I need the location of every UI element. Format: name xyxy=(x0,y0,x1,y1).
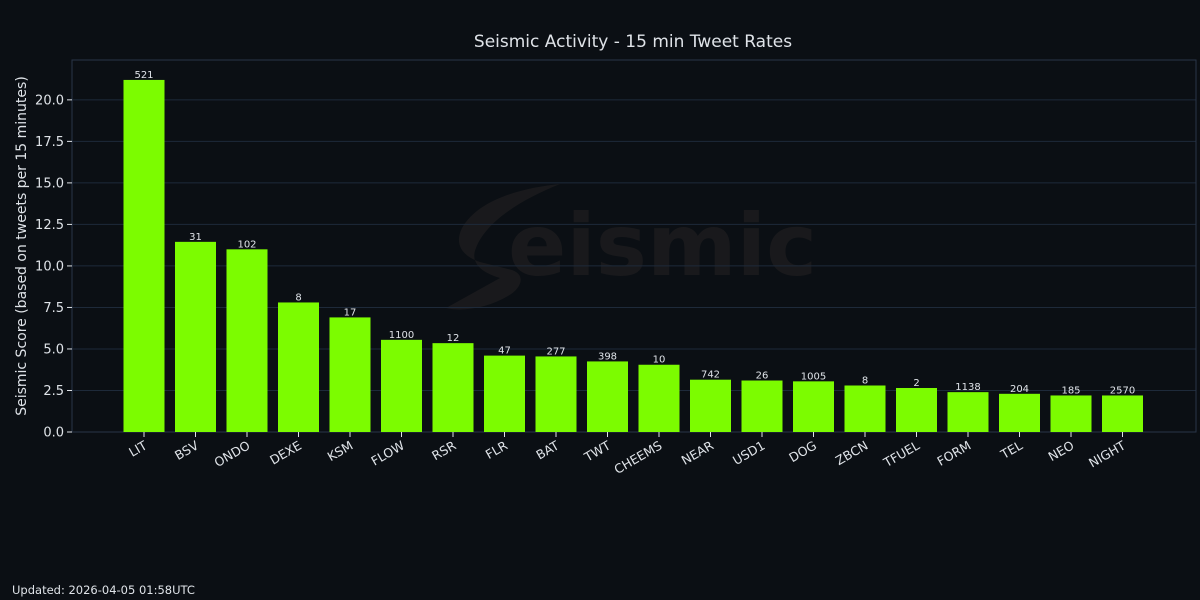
bar-form xyxy=(947,392,989,432)
bar-data-label: 1005 xyxy=(801,371,826,382)
bar-bsv xyxy=(175,241,216,432)
bar-data-label: 47 xyxy=(498,346,511,357)
watermark-text: eismic xyxy=(508,196,817,296)
x-tick-label: DOG xyxy=(786,438,819,466)
bar-lit xyxy=(123,79,165,432)
bar-data-label: 398 xyxy=(598,351,617,362)
x-tick-label: KSM xyxy=(325,438,356,464)
bar-data-label: 26 xyxy=(756,371,769,382)
seismic-watermark-logo: eismic xyxy=(446,184,817,310)
bar-dog xyxy=(793,381,834,432)
bars: 521 31 102 8 17 1100 12 47 277 398 10 742 26 1005 8 2 11… xyxy=(123,70,1143,432)
y-axis-label: Seismic Score (based on tweets per 15 mi… xyxy=(14,76,30,416)
x-tick-label: BAT xyxy=(533,437,561,462)
bar-data-label: 2570 xyxy=(1110,385,1135,396)
bar-flow xyxy=(381,339,422,432)
y-tick-label: 5.0 xyxy=(43,342,64,357)
bar-twt xyxy=(587,361,628,432)
updated-timestamp: Updated: 2026-04-05 01:58UTC xyxy=(12,583,195,597)
x-tick-label: LIT xyxy=(126,437,150,459)
bar-data-label: 10 xyxy=(653,355,666,366)
y-tick-label: 2.5 xyxy=(43,384,64,399)
bar-data-label: 1100 xyxy=(389,330,414,341)
y-tick-label: 12.5 xyxy=(35,218,64,233)
bar-data-label: 8 xyxy=(862,376,868,387)
bar-near xyxy=(690,379,731,432)
bar-ksm xyxy=(329,317,371,432)
bar-data-label: 185 xyxy=(1061,385,1080,396)
bar-tel xyxy=(999,393,1040,432)
bar-dexe xyxy=(278,302,319,432)
x-tick-label: USD1 xyxy=(730,438,768,468)
y-tick-label: 20.0 xyxy=(35,93,64,108)
bar-data-label: 277 xyxy=(546,346,565,357)
y-tick-label: 7.5 xyxy=(43,301,64,316)
bar-bat xyxy=(535,356,577,432)
bar-night xyxy=(1102,395,1143,432)
x-tick-label: ONDO xyxy=(212,438,253,470)
x-tick-label: TWT xyxy=(581,437,614,464)
bar-data-label: 521 xyxy=(134,70,153,81)
bar-neo xyxy=(1050,395,1092,432)
x-tick-label: TFUEL xyxy=(880,438,922,471)
bar-data-label: 2 xyxy=(913,378,919,389)
chart-title: Seismic Activity - 15 min Tweet Rates xyxy=(474,32,792,52)
bar-data-label: 17 xyxy=(344,307,357,318)
bar-data-label: 102 xyxy=(237,239,256,250)
bar-zbcn xyxy=(844,385,886,432)
x-tick-label: NIGHT xyxy=(1086,437,1128,470)
y-tick-label: 15.0 xyxy=(35,176,64,191)
y-axis-ticks: 0.0 2.5 5.0 7.5 10.0 12.5 15.0 17.5 20.0 xyxy=(35,93,72,441)
bar-cheems xyxy=(638,364,680,432)
y-tick-label: 10.0 xyxy=(35,259,64,274)
x-tick-label: RSR xyxy=(429,437,459,463)
x-tick-label: FLR xyxy=(483,437,511,462)
bar-usd1 xyxy=(741,380,783,432)
x-tick-label: NEO xyxy=(1046,438,1077,465)
x-tick-label: TEL xyxy=(997,438,1025,463)
bar-ondo xyxy=(226,249,268,432)
seismic-logo-mark xyxy=(446,184,560,310)
x-tick-label: FLOW xyxy=(368,438,407,469)
x-tick-label: ZBCN xyxy=(833,438,871,468)
x-tick-label: BSV xyxy=(172,437,201,463)
y-tick-label: 17.5 xyxy=(35,135,64,150)
x-tick-label: FORM xyxy=(934,438,973,469)
x-tick-label: DEXE xyxy=(267,438,304,468)
bar-data-label: 31 xyxy=(189,232,202,243)
bar-data-label: 742 xyxy=(701,370,720,381)
plot-area-frame xyxy=(71,59,1197,433)
bar-tfuel xyxy=(896,387,937,432)
bar-data-label: 8 xyxy=(295,292,301,303)
bar-data-label: 12 xyxy=(447,333,460,344)
x-tick-label: NEAR xyxy=(679,437,717,467)
bar-data-label: 1138 xyxy=(955,382,980,393)
bar-data-label: 204 xyxy=(1010,384,1029,395)
bar-flr xyxy=(484,355,525,432)
bar-rsr xyxy=(432,343,474,432)
x-tick-label: CHEEMS xyxy=(611,438,664,477)
y-tick-label: 0.0 xyxy=(43,426,64,441)
